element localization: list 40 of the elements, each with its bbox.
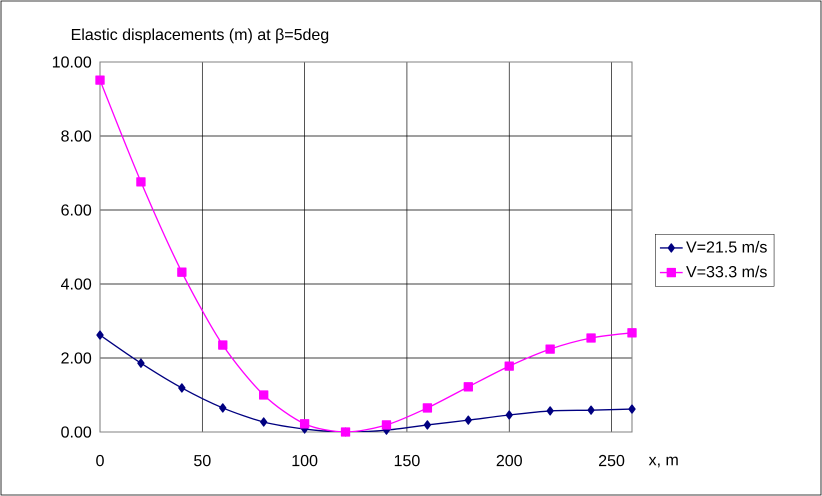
point <box>464 415 472 425</box>
point <box>178 383 186 393</box>
point <box>382 420 392 430</box>
x-tick-label: 200 <box>496 454 522 466</box>
point <box>260 417 268 427</box>
x-tick-label: 150 <box>394 454 420 466</box>
x-tick-label: 250 <box>598 454 624 466</box>
point <box>218 340 228 350</box>
point <box>95 75 105 85</box>
point <box>504 361 514 371</box>
point <box>300 419 310 429</box>
point <box>627 328 637 338</box>
point <box>137 358 145 368</box>
point <box>586 333 596 343</box>
y-tick-label: 6.00 <box>61 204 92 216</box>
point <box>545 344 555 354</box>
point <box>464 382 473 392</box>
x-axis-title: x, m <box>648 456 678 468</box>
point <box>546 406 554 416</box>
y-tick-label: 2.00 <box>61 352 92 364</box>
legend-label: V=33.3 m/s <box>686 266 767 278</box>
point <box>177 267 187 277</box>
point <box>422 403 432 413</box>
point <box>136 177 146 187</box>
x-tick-label: 100 <box>292 454 318 466</box>
x-tick-label: 50 <box>194 454 211 466</box>
legend-label: V=21.5 m/s <box>686 240 767 253</box>
y-tick-label: 4.00 <box>60 278 92 290</box>
y-tick-label: 8.00 <box>61 130 92 142</box>
point <box>96 330 104 340</box>
point <box>587 405 595 415</box>
point <box>424 420 432 430</box>
point <box>219 403 226 413</box>
y-tick-label: 0.00 <box>61 426 92 438</box>
point <box>506 410 513 420</box>
chart-title: Elastic displacements (m) at β=5deg <box>72 28 328 44</box>
point <box>628 404 636 414</box>
y-tick-label: 10.00 <box>52 56 92 68</box>
x-tick-label: 0 <box>96 454 104 466</box>
point <box>259 390 268 400</box>
